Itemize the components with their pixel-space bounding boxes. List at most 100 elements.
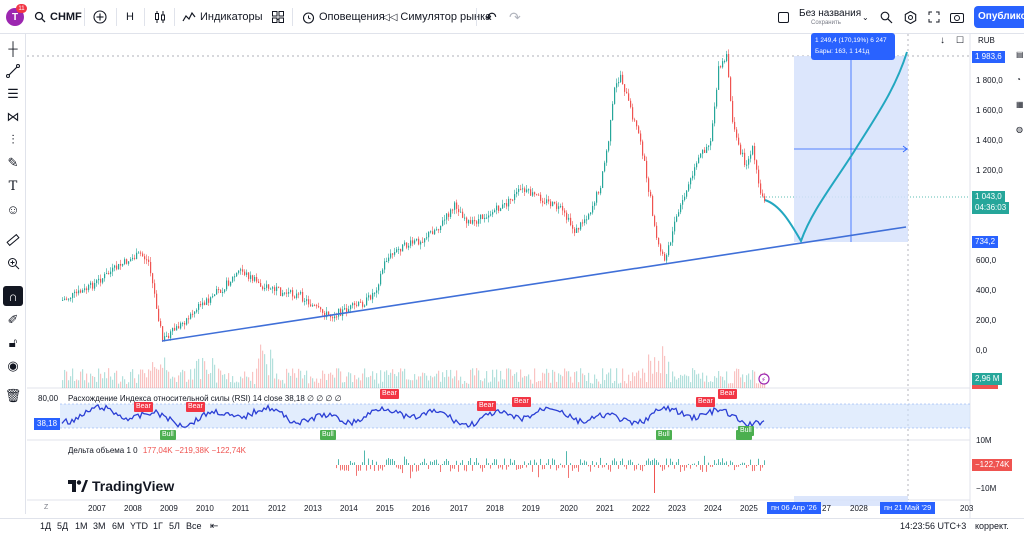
date-range-button[interactable]: ⇤ xyxy=(210,521,218,532)
timezone-toggle[interactable]: Z xyxy=(44,504,49,511)
price-tick-label: 200,0 xyxy=(976,316,997,325)
quick-search-button[interactable] xyxy=(880,0,893,34)
trendline[interactable] xyxy=(161,226,907,342)
price-tick-label: 1 200,0 xyxy=(976,166,1003,175)
calendar-range-icon: ⇤ xyxy=(210,521,219,532)
snapshot-button[interactable] xyxy=(950,0,964,34)
time-axis-label: 2019 xyxy=(522,504,540,513)
emoji-tool[interactable]: ☺ xyxy=(3,199,23,219)
prediction-tool[interactable]: ⫶ xyxy=(3,130,23,150)
compare-button[interactable] xyxy=(93,0,107,34)
publish-button[interactable]: Опубликова xyxy=(974,6,1024,28)
crosshair-tool[interactable]: ┼ xyxy=(3,38,23,58)
visibility-tool[interactable]: ◉ xyxy=(3,356,23,376)
undo-button[interactable]: ↶ xyxy=(485,0,497,34)
chart-type-button[interactable] xyxy=(154,0,166,34)
watchlist-icon[interactable]: ▤ xyxy=(1016,50,1024,59)
fib-tool[interactable]: ☰ xyxy=(3,84,23,104)
layout-checkbox[interactable] xyxy=(778,0,789,34)
fullscreen-icon xyxy=(928,11,940,23)
bottom-toolbar: 1Д 5Д 1М 3М 6М YTD 1Г 5Л Все ⇤ 14:23:56 UTC+3 ко… xyxy=(0,518,1024,534)
range-button[interactable]: 6М xyxy=(112,521,125,531)
layout-save-status: Сохранить xyxy=(811,20,841,26)
vdelta-scale-top: 10M xyxy=(976,436,992,445)
lock-drawings-tool[interactable]: ✐ xyxy=(3,310,23,330)
prediction-icon: ⫶ xyxy=(11,132,15,147)
projection-curve[interactable] xyxy=(764,51,908,244)
interval-label: Н xyxy=(126,11,134,23)
currency-label[interactable]: RUB xyxy=(978,36,995,45)
symbol-search[interactable]: CHMF xyxy=(34,0,82,34)
time-axis-label: 2020 xyxy=(560,504,578,513)
alerts-button[interactable]: Оповещения xyxy=(302,0,385,34)
right-widget-bar: ▤ ◔ ▦ ◍ xyxy=(1016,50,1024,180)
range-button[interactable]: YTD xyxy=(130,521,148,531)
scroll-down-button[interactable]: ↓ xyxy=(940,35,945,46)
ruler-icon xyxy=(6,233,20,247)
pencil-lock-icon: ✐ xyxy=(7,312,19,327)
magnet-tool[interactable]: ∩ xyxy=(3,286,23,306)
news-icon[interactable]: ▦ xyxy=(1016,100,1024,109)
event-marker[interactable] xyxy=(758,373,770,385)
replay-button[interactable]: ◁◁ Симулятор рынка xyxy=(382,0,491,34)
text-tool[interactable]: T xyxy=(3,176,23,196)
square-icon: ☐ xyxy=(956,35,965,45)
time-axis-label: 2013 xyxy=(304,504,322,513)
brush-tool[interactable]: ✎ xyxy=(3,153,23,173)
layouts-button[interactable] xyxy=(272,0,284,34)
range-button[interactable]: 5Л xyxy=(169,521,180,531)
alerts-panel-icon[interactable]: ◔ xyxy=(1016,75,1021,84)
replay-label: Симулятор рынка xyxy=(400,11,492,23)
redo-icon: ↷ xyxy=(509,8,521,25)
range-button[interactable]: 1Г xyxy=(153,521,163,531)
candles-icon xyxy=(155,11,165,23)
high-price-tag: 1 983,6 xyxy=(972,51,1005,63)
adjust-toggle[interactable]: коррект. xyxy=(975,521,1009,531)
rsi-bear-signal: Bear xyxy=(380,389,399,399)
tradingview-logo[interactable]: TradingView xyxy=(68,478,174,494)
interval-button[interactable]: Н xyxy=(126,0,134,34)
range-button[interactable]: 1Д xyxy=(40,521,52,531)
zoom-in-icon xyxy=(7,257,19,269)
settings-button[interactable] xyxy=(904,0,917,34)
layout-name[interactable]: Без названия xyxy=(799,8,862,19)
chevron-down-icon: ⌄ xyxy=(274,12,282,22)
range-button[interactable]: 5Д xyxy=(57,521,69,531)
vdelta-scale-bottom: −10M xyxy=(976,484,997,493)
volume-delta-legend[interactable]: Дельта объема 1 0 177,04K −219,38K −122,… xyxy=(68,446,246,455)
fullscreen-button[interactable] xyxy=(928,0,940,34)
trendline-tool[interactable] xyxy=(3,61,23,81)
ruler-tool[interactable] xyxy=(3,230,23,250)
time-axis-label: 2025 xyxy=(740,504,758,513)
price-tick-label: 400,0 xyxy=(976,286,997,295)
indicators-button[interactable]: Индикаторы ⌄ xyxy=(182,0,281,34)
ideas-icon[interactable]: ◍ xyxy=(1016,125,1023,134)
pattern-tool[interactable]: ⋈ xyxy=(3,107,23,127)
layout-menu-button[interactable]: ⌄ xyxy=(862,0,869,34)
time-axis-label: 203 xyxy=(960,504,974,513)
rsi-line xyxy=(61,403,765,428)
brush-icon: ✎ xyxy=(7,155,19,170)
time-axis-label: 2022 xyxy=(632,504,650,513)
price-tick-label: 1 600,0 xyxy=(976,106,1003,115)
rsi-bull-signal: Bull xyxy=(320,430,336,440)
time-axis-label: 2009 xyxy=(160,504,178,513)
redo-button[interactable]: ↷ xyxy=(509,0,521,34)
lock-tool[interactable]: 🔓︎ xyxy=(3,333,23,353)
range-button[interactable]: Все xyxy=(186,521,202,531)
delete-drawings-tool[interactable]: 🗑︎ xyxy=(3,386,23,406)
rsi-legend[interactable]: Расхождение Индекса относительной силы (… xyxy=(68,394,342,403)
time-axis-label: 2014 xyxy=(340,504,358,513)
volume-down-tag xyxy=(972,385,998,389)
range-button[interactable]: 1М xyxy=(75,521,88,531)
rsi-bear-signal: Bear xyxy=(718,389,737,399)
magnet-icon: ∩ xyxy=(8,288,18,304)
rsi-bull-signal: Bull xyxy=(160,430,176,440)
rsi-value-tag: 38,18 xyxy=(34,418,61,430)
zoom-tool[interactable] xyxy=(3,253,23,273)
clock[interactable]: 14:23:56 UTC+3 xyxy=(900,521,967,531)
range-button[interactable]: 3М xyxy=(93,521,106,531)
maximize-pane-button[interactable]: ☐ xyxy=(956,35,964,46)
trash-icon: 🗑︎ xyxy=(4,388,22,403)
